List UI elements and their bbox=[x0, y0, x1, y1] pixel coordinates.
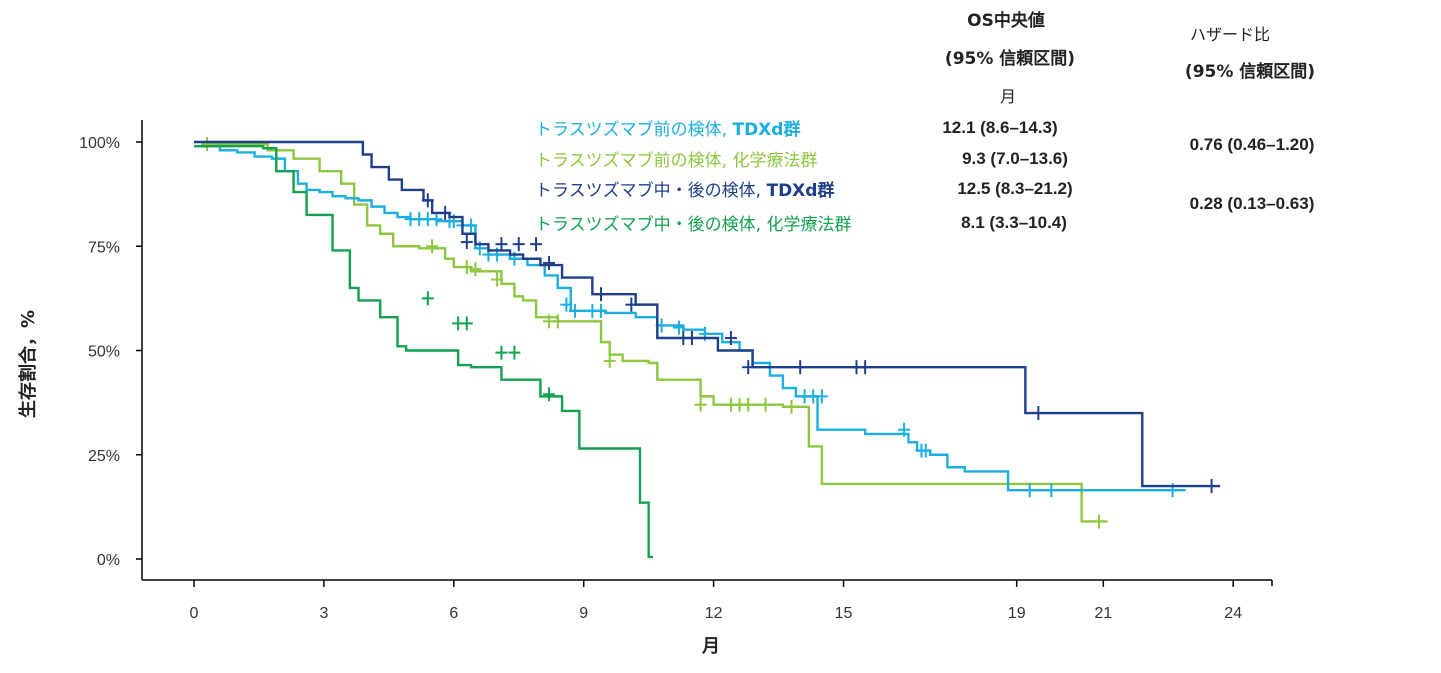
hazard-ratio-pre: 0.76 (0.46–1.20) bbox=[1190, 135, 1315, 154]
hazard-ratio-post: 0.28 (0.13–0.63) bbox=[1190, 194, 1315, 213]
survival-curve-0 bbox=[194, 144, 1186, 492]
axes: 0 3 6 9 12 15 19 21 24 0% 25% 50% 75% 100% bbox=[79, 120, 1273, 622]
os-header-line2: (95% 信頼区間) bbox=[945, 48, 1075, 69]
legend-entry-3: トラスツズマブ中・後の検体, 化学療法群 bbox=[535, 214, 851, 235]
hr-header-line2: (95% 信頼区間) bbox=[1185, 61, 1315, 82]
x-tick-label: 12 bbox=[705, 605, 723, 622]
survival-curves bbox=[194, 137, 1221, 559]
y-tick-label: 50% bbox=[88, 344, 120, 361]
x-tick-label: 24 bbox=[1224, 605, 1242, 622]
median-value-2: 12.5 (8.3–21.2) bbox=[957, 179, 1072, 198]
y-tick-label: 0% bbox=[97, 552, 120, 569]
x-tick-label: 19 bbox=[1008, 605, 1026, 622]
median-value-3: 8.1 (3.3–10.4) bbox=[961, 213, 1067, 232]
x-tick-label: 0 bbox=[190, 605, 199, 622]
survival-curve-3 bbox=[194, 144, 653, 559]
y-axis-label: 生存割合，% bbox=[17, 310, 39, 418]
legend-entry-2: トラスツズマブ中・後の検体, TDXd群 bbox=[535, 180, 834, 201]
os-header-line1: OS中央値 bbox=[967, 10, 1045, 31]
os-header-line3: 月 bbox=[1000, 87, 1016, 106]
x-axis-label: 月 bbox=[701, 636, 720, 657]
median-value-0: 12.1 (8.6–14.3) bbox=[942, 118, 1057, 137]
x-tick-label: 9 bbox=[579, 605, 588, 622]
hr-header-line1: ハザード比 bbox=[1190, 25, 1270, 44]
survival-curve-1 bbox=[194, 142, 1108, 523]
x-tick-label: 3 bbox=[319, 605, 328, 622]
y-tick-label: 75% bbox=[88, 239, 120, 256]
x-tick-label: 15 bbox=[835, 605, 853, 622]
x-tick-label: 21 bbox=[1094, 605, 1112, 622]
y-tick-label: 100% bbox=[79, 135, 120, 152]
legend-entry-0: トラスツズマブ前の検体, TDXd群 bbox=[535, 119, 800, 140]
legend-entry-1: トラスツズマブ前の検体, 化学療法群 bbox=[535, 150, 817, 171]
median-values: 12.1 (8.6–14.3) 9.3 (7.0–13.6) 12.5 (8.3–2… bbox=[942, 118, 1072, 232]
y-tick-label: 25% bbox=[88, 448, 120, 465]
median-value-1: 9.3 (7.0–13.6) bbox=[962, 149, 1068, 168]
survival-curve-2 bbox=[194, 140, 1221, 488]
x-tick-label: 6 bbox=[449, 605, 458, 622]
